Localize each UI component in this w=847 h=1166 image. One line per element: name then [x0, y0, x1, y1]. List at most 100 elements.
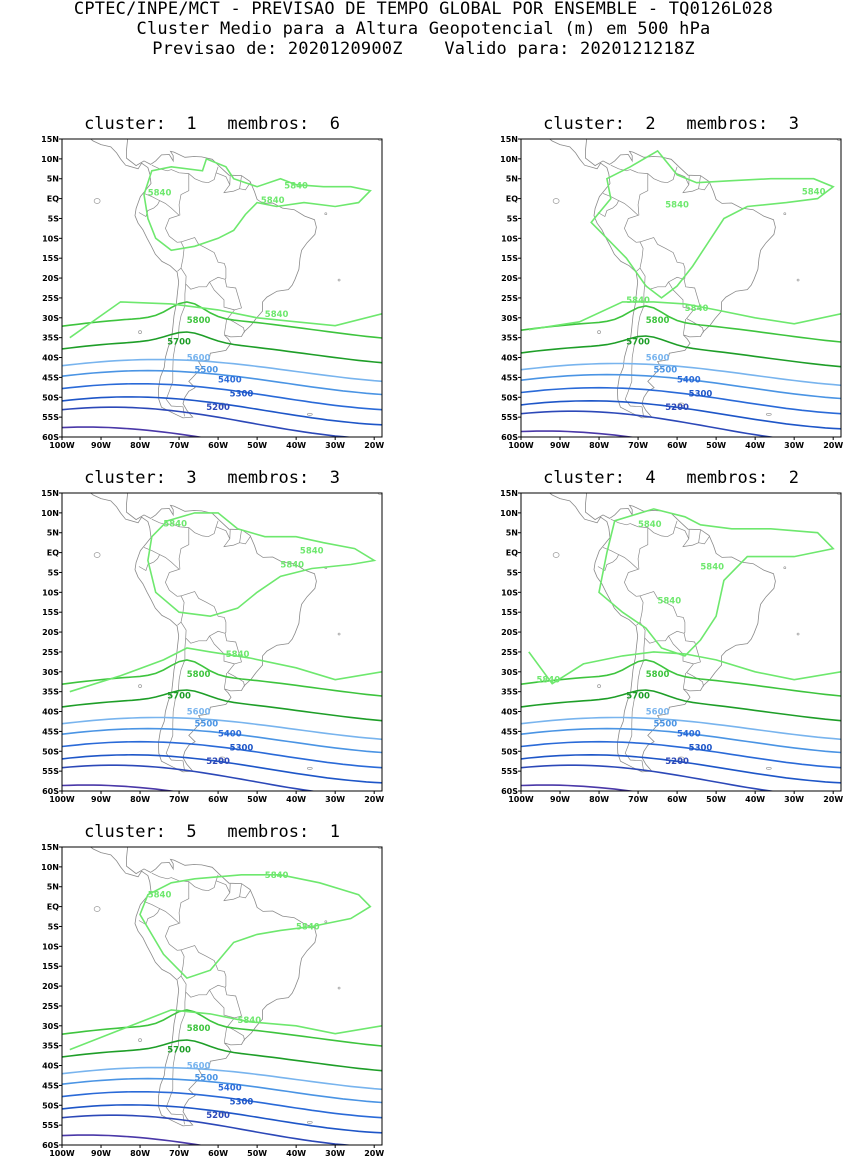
lon-label: 80W	[130, 441, 150, 450]
cluster-title: cluster: 5 membros: 1	[32, 821, 392, 843]
contour-label-5840: 5840	[237, 1016, 261, 1026]
lat-label: 20S	[42, 628, 59, 637]
contour-label-5500: 5500	[195, 719, 219, 729]
lon-label: 70W	[628, 795, 648, 804]
lat-label: 35S	[42, 1042, 59, 1051]
plot-background	[521, 139, 841, 437]
contour-label-5200: 5200	[665, 403, 689, 413]
contour-label-5700: 5700	[626, 338, 650, 348]
cluster-map: 5840584058405840580057005600550054005300…	[491, 135, 843, 457]
lat-label: 25S	[42, 294, 59, 303]
lat-label: 55S	[42, 1121, 59, 1130]
lat-label: 50S	[42, 747, 59, 756]
contour-label-5300: 5300	[689, 743, 713, 753]
lat-label: 45S	[42, 1081, 59, 1090]
lon-label: 60W	[208, 795, 228, 804]
contour-label-5840: 5840	[265, 871, 289, 881]
lat-label: 25S	[42, 1002, 59, 1011]
contour-label-5300: 5300	[230, 743, 254, 753]
lat-label: 40S	[42, 354, 59, 363]
contour-label-5840: 5840	[163, 520, 187, 530]
lon-label: 40W	[745, 795, 765, 804]
contour-label-5400: 5400	[677, 729, 701, 739]
lat-label: 35S	[501, 688, 518, 697]
contour-label-5400: 5400	[218, 1083, 242, 1093]
lat-label: 50S	[42, 393, 59, 402]
contour-label-5840: 5840	[665, 201, 689, 211]
lon-label: 80W	[589, 441, 609, 450]
contour-label-5600: 5600	[187, 354, 211, 364]
lat-label: 25S	[501, 294, 518, 303]
lat-label: 30S	[42, 314, 59, 323]
lat-label: 20S	[42, 274, 59, 283]
lat-label: 10S	[501, 234, 518, 243]
lon-label: 70W	[628, 441, 648, 450]
lat-label: 15N	[41, 489, 59, 498]
contour-label-5400: 5400	[677, 375, 701, 385]
lon-label: 100W	[49, 441, 75, 450]
lat-label: 30S	[501, 314, 518, 323]
lat-label: 25S	[501, 648, 518, 657]
lat-label: 35S	[501, 334, 518, 343]
contour-label-5600: 5600	[646, 354, 670, 364]
lat-label: 20S	[501, 628, 518, 637]
lat-label: 10S	[42, 942, 59, 951]
lat-label: 15N	[500, 135, 518, 144]
lon-label: 90W	[550, 795, 570, 804]
contour-label-5800: 5800	[187, 670, 211, 680]
lon-label: 70W	[169, 795, 189, 804]
lat-label: 45S	[42, 373, 59, 382]
contour-label-5800: 5800	[187, 316, 211, 326]
forecast-times: Previsao de: 2020120900Z Valido para: 20…	[0, 40, 847, 59]
contour-label-5840: 5840	[280, 561, 304, 571]
contour-label-5500: 5500	[654, 365, 678, 375]
lon-label: 90W	[91, 441, 111, 450]
contour-label-5200: 5200	[665, 757, 689, 767]
lat-label: 5S	[48, 922, 60, 931]
contour-label-5840: 5840	[802, 187, 826, 197]
lon-label: 40W	[286, 441, 306, 450]
lat-label: 20S	[42, 982, 59, 991]
contour-label-5840: 5840	[300, 547, 324, 557]
lat-label: 20S	[501, 274, 518, 283]
lat-label: 15N	[41, 843, 59, 852]
lat-label: 55S	[42, 767, 59, 776]
lon-label: 30W	[784, 795, 804, 804]
lat-label: 15S	[501, 608, 518, 617]
cluster-title: cluster: 4 membros: 2	[491, 467, 847, 489]
contour-label-5840: 5840	[638, 520, 662, 530]
lon-label: 50W	[247, 441, 267, 450]
lat-label: 45S	[42, 727, 59, 736]
lat-label: 10S	[501, 588, 518, 597]
plot-background	[62, 493, 382, 791]
lat-label: 5N	[506, 529, 518, 538]
lat-label: EQ	[47, 549, 59, 558]
contour-label-5600: 5600	[187, 1062, 211, 1072]
lon-label: 80W	[589, 795, 609, 804]
plot-background	[521, 493, 841, 791]
lon-label: 60W	[208, 441, 228, 450]
contour-label-5800: 5800	[646, 670, 670, 680]
lat-label: 45S	[501, 727, 518, 736]
lat-label: 5N	[47, 883, 59, 892]
lon-label: 20W	[823, 795, 843, 804]
contour-label-5300: 5300	[689, 389, 713, 399]
lat-label: 5S	[48, 214, 60, 223]
lat-label: 10N	[41, 509, 59, 518]
lat-label: 15N	[41, 135, 59, 144]
contour-label-5400: 5400	[218, 729, 242, 739]
lat-label: 40S	[42, 708, 59, 717]
map-plot-area: 5840584058405840580057005600550054005300…	[521, 467, 841, 813]
lat-label: EQ	[47, 195, 59, 204]
contour-label-5600: 5600	[187, 708, 211, 718]
lat-label: 15N	[500, 489, 518, 498]
lat-label: 55S	[501, 767, 518, 776]
lat-label: 10N	[500, 509, 518, 518]
lat-label: 10S	[42, 234, 59, 243]
lat-label: 55S	[42, 413, 59, 422]
lat-label: 5N	[506, 175, 518, 184]
cluster-title: cluster: 2 membros: 3	[491, 113, 847, 135]
